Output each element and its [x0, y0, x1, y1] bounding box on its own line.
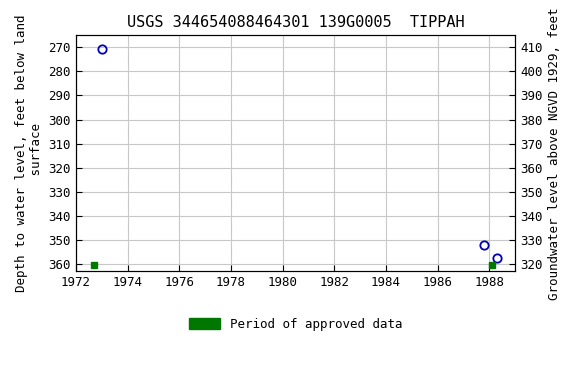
Legend: Period of approved data: Period of approved data	[184, 313, 407, 336]
Y-axis label: Depth to water level, feet below land
 surface: Depth to water level, feet below land su…	[15, 15, 43, 292]
Title: USGS 344654088464301 139G0005  TIPPAH: USGS 344654088464301 139G0005 TIPPAH	[127, 15, 464, 30]
Y-axis label: Groundwater level above NGVD 1929, feet: Groundwater level above NGVD 1929, feet	[548, 7, 561, 300]
